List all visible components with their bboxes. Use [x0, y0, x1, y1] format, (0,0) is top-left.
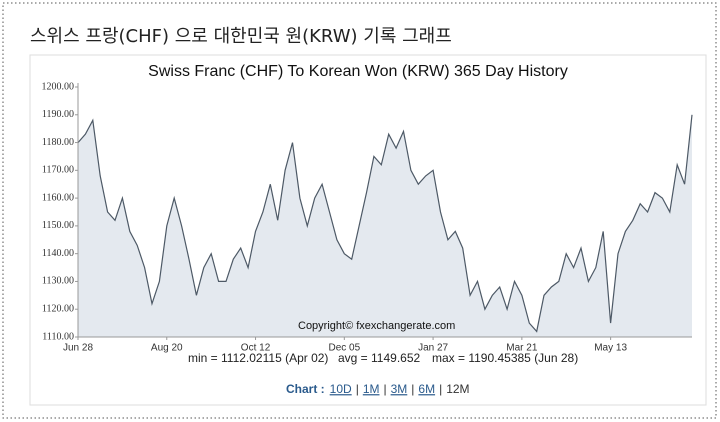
- stat: max = 1190.45385 (Jun 28): [432, 351, 578, 365]
- y-tick-label: 1180.00: [42, 137, 74, 148]
- x-tick-label: Dec 05: [328, 343, 360, 354]
- x-tick-label: Oct 12: [241, 343, 271, 354]
- nav-link[interactable]: 1M: [363, 382, 380, 396]
- nav-separator: |: [439, 382, 442, 396]
- nav-link[interactable]: 6M: [418, 382, 435, 396]
- x-tick-label: Jan 27: [418, 343, 448, 354]
- copyright: Copyright© fxexchangerate.com: [298, 320, 455, 332]
- y-tick-label: 1160.00: [42, 192, 74, 203]
- y-tick-label: 1150.00: [42, 220, 74, 231]
- y-tick-label: 1120.00: [42, 304, 74, 315]
- y-tick-label: 1110.00: [42, 331, 74, 342]
- y-tick-label: 1190.00: [42, 109, 74, 120]
- y-tick-label: 1130.00: [42, 276, 74, 287]
- stat: avg = 1149.652: [338, 351, 421, 365]
- x-tick-label: May 13: [594, 343, 627, 354]
- y-tick-label: 1170.00: [42, 165, 74, 176]
- nav-separator: |: [356, 382, 359, 396]
- y-tick-label: 1140.00: [42, 248, 74, 259]
- chart-frame: [29, 54, 707, 406]
- nav-link[interactable]: 3M: [391, 382, 408, 396]
- line: [77, 114, 693, 333]
- area: [78, 114, 692, 337]
- page-title: 스위스 프랑(CHF) 으로 대한민국 원(KRW) 기록 그래프: [30, 26, 452, 47]
- y-tick-label: 1200.00: [42, 81, 75, 92]
- x-tick-label: Mar 21: [506, 343, 538, 354]
- nav-label: Chart :: [286, 382, 325, 396]
- x-tick-label: Jun 28: [63, 343, 93, 354]
- nav-separator: |: [383, 382, 386, 396]
- nav-link[interactable]: 10D: [330, 382, 352, 396]
- x-tick-label: Aug 20: [151, 343, 183, 354]
- nav-separator: |: [411, 382, 414, 396]
- stat: min = 1112.02115 (Apr 02): [188, 351, 328, 365]
- nav-current: 12M: [446, 382, 469, 396]
- chart-title: Swiss Franc (CHF) To Korean Won (KRW) 36…: [148, 63, 568, 80]
